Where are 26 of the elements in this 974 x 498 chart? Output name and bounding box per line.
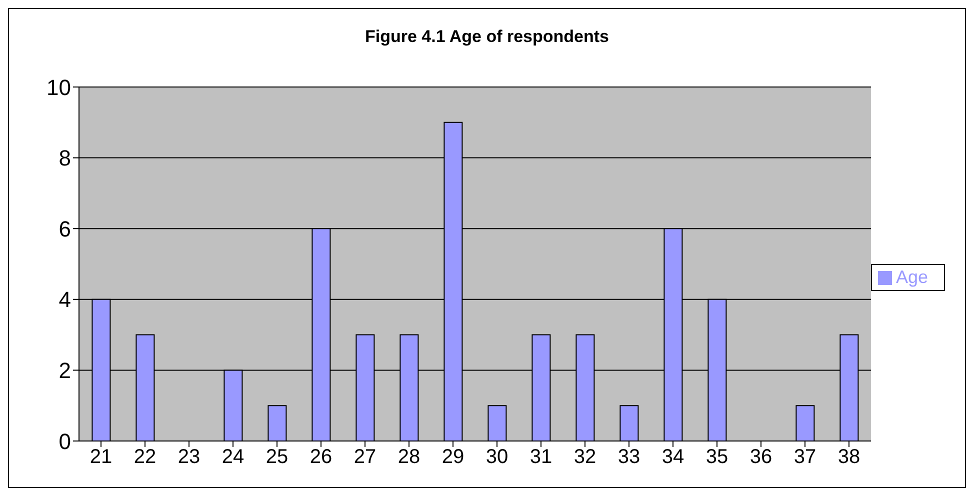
legend-label: Age (896, 266, 928, 286)
chart-title: Figure 4.1 Age of respondents (364, 26, 610, 48)
x-tick-label: 21 (90, 446, 112, 468)
y-tick-label: 4 (58, 287, 71, 312)
y-tick-label: 8 (58, 146, 71, 171)
x-tick-label: 31 (530, 446, 552, 468)
x-tick-label: 38 (838, 446, 860, 468)
x-tick-label: 35 (706, 446, 728, 468)
x-tick-label: 28 (398, 446, 420, 468)
x-tick-label: 29 (442, 446, 464, 468)
y-tick-label: 2 (58, 358, 71, 384)
x-tick-label: 32 (574, 446, 596, 468)
x-tick-label: 26 (310, 446, 332, 468)
x-tick-label: 23 (178, 446, 200, 468)
x-tick-label: 27 (354, 446, 376, 468)
x-tick-label: 34 (662, 446, 684, 468)
x-tick-label: 25 (266, 446, 288, 468)
x-tick-label: 24 (222, 446, 244, 468)
x-tick-label: 33 (618, 446, 640, 468)
y-tick-label: 10 (46, 74, 71, 100)
x-tick-label: 36 (750, 446, 772, 468)
y-tick-label: 6 (58, 216, 71, 242)
x-tick-label: 22 (134, 446, 156, 468)
y-tick-label: 0 (58, 428, 71, 454)
x-tick-label: 37 (794, 446, 816, 468)
x-tick-label: 30 (486, 446, 508, 468)
